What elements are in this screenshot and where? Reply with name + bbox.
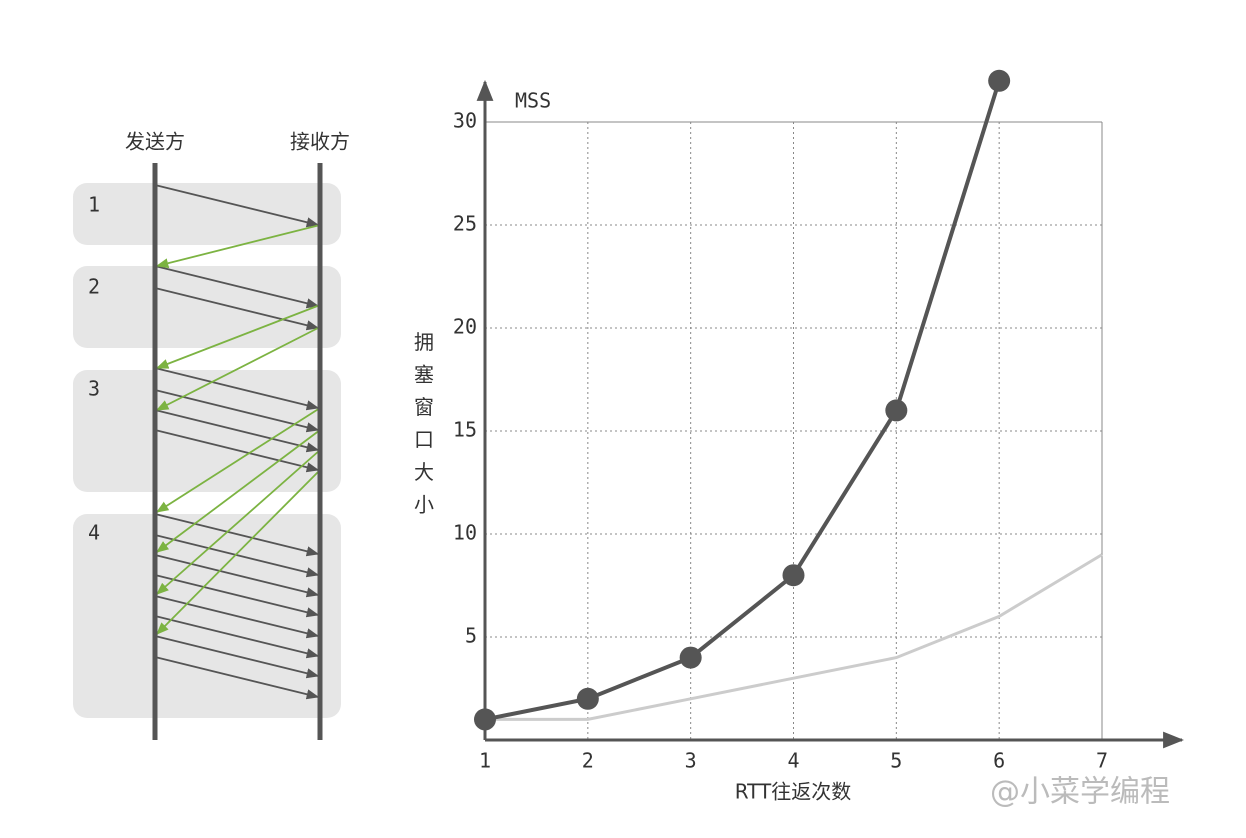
data-arrow bbox=[154, 574, 320, 618]
data-arrow bbox=[154, 595, 320, 639]
round-label: 1 bbox=[88, 193, 100, 217]
sender-label: 发送方 bbox=[125, 130, 185, 154]
data-arrow bbox=[154, 265, 320, 309]
data-arrow bbox=[154, 554, 320, 598]
point bbox=[474, 708, 496, 731]
round-box bbox=[73, 370, 341, 492]
x-tick-label: 1 bbox=[479, 749, 491, 773]
x-axis-label: RTT往返次数 bbox=[735, 780, 852, 804]
diagram: 发送方 接收方 1 2 3 4 bbox=[73, 130, 350, 740]
y-tick-label: 30 bbox=[453, 109, 477, 133]
x-tick-label: 7 bbox=[1096, 749, 1108, 773]
point bbox=[679, 646, 702, 669]
data-arrow bbox=[154, 409, 320, 453]
round-box bbox=[73, 183, 341, 245]
round-label: 4 bbox=[88, 521, 100, 545]
point bbox=[988, 69, 1011, 92]
series-line bbox=[484, 80, 1002, 722]
x-tick-label: 3 bbox=[685, 749, 697, 773]
ack-arrow bbox=[156, 449, 321, 595]
ack-arrow bbox=[155, 304, 321, 369]
ack-arrow bbox=[155, 326, 321, 411]
data-arrow bbox=[154, 615, 320, 659]
x-tick-label: 5 bbox=[890, 749, 902, 773]
data-arrow bbox=[154, 429, 320, 473]
watermark: @小菜学编程 bbox=[990, 775, 1170, 810]
ack-arrow bbox=[155, 429, 321, 553]
data-arrow bbox=[154, 367, 320, 411]
ack-arrow bbox=[155, 224, 321, 269]
round-label: 3 bbox=[88, 377, 100, 401]
point bbox=[885, 399, 908, 422]
data-arrow bbox=[154, 513, 320, 557]
ack-arrow bbox=[156, 469, 321, 635]
y-unit: MSS bbox=[515, 89, 551, 113]
x-tick-label: 2 bbox=[582, 749, 594, 773]
series-line bbox=[485, 553, 1103, 721]
point bbox=[782, 564, 805, 587]
round-box bbox=[73, 514, 341, 718]
data-arrow bbox=[154, 184, 320, 228]
data-arrow bbox=[154, 635, 320, 679]
y-tick-label: 5 bbox=[465, 624, 477, 648]
data-arrow bbox=[154, 656, 320, 700]
round-box bbox=[73, 266, 341, 348]
y-axis-label: 拥塞窗口大小 bbox=[414, 330, 434, 517]
round-label: 2 bbox=[88, 275, 100, 299]
y-tick-label: 10 bbox=[453, 521, 477, 545]
y-tick-label: 25 bbox=[453, 212, 477, 236]
y-tick-label: 15 bbox=[453, 418, 477, 442]
chart: 5 10 15 20 25 30 1 2 3 4 5 6 7 MSS RTT往返次数 拥塞窗口大小 bbox=[414, 69, 1185, 804]
ack-arrow bbox=[155, 407, 321, 513]
x-tick-label: 6 bbox=[993, 749, 1005, 773]
data-arrow bbox=[154, 287, 320, 331]
point bbox=[576, 687, 599, 710]
y-tick-label: 20 bbox=[453, 315, 477, 339]
x-tick-label: 4 bbox=[787, 749, 799, 773]
receiver-label: 接收方 bbox=[290, 130, 350, 154]
